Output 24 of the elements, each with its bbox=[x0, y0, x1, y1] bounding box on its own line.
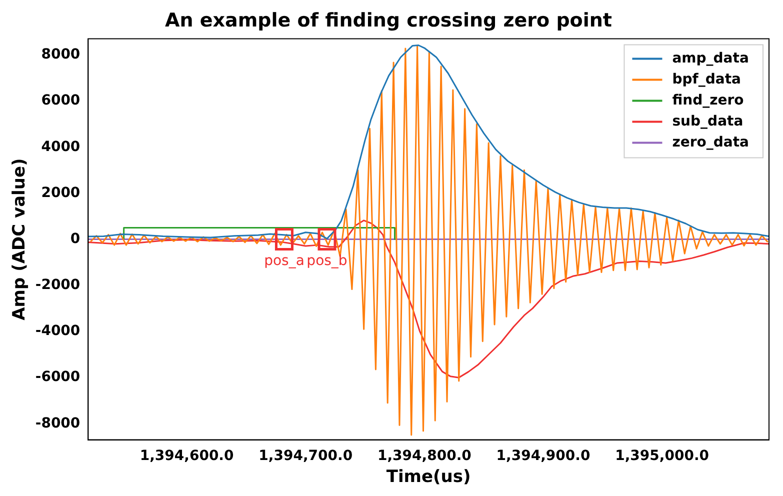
legend-label: sub_data bbox=[672, 113, 744, 130]
chart-title: An example of finding crossing zero point bbox=[165, 9, 612, 32]
y-tick-label: -6000 bbox=[35, 369, 80, 386]
y-tick-label: 0 bbox=[70, 230, 80, 247]
y-tick-label: 6000 bbox=[41, 92, 80, 109]
y-tick-label: 2000 bbox=[41, 184, 80, 201]
x-tick-label: 1,394,600.0 bbox=[140, 448, 234, 464]
x-axis-title: Time(us) bbox=[386, 467, 471, 488]
annotation: pos_a bbox=[264, 252, 304, 269]
x-tick-label: 1,394,800.0 bbox=[377, 448, 472, 464]
x-tick-label: 1,394,900.0 bbox=[496, 448, 590, 464]
y-axis-title: Amp (ADC value) bbox=[10, 158, 30, 320]
legend-label: amp_data bbox=[672, 50, 749, 66]
y-tick-label: -8000 bbox=[35, 415, 80, 432]
legend-label: find_zero bbox=[672, 92, 744, 108]
annotation: pos_b bbox=[306, 252, 348, 269]
y-tick-label: -2000 bbox=[35, 277, 80, 294]
x-tick-label: 1,394,700.0 bbox=[258, 448, 353, 464]
x-tick-label: 1,395,000.0 bbox=[615, 448, 710, 464]
y-tick-label: -4000 bbox=[35, 323, 80, 340]
y-tick-label: 4000 bbox=[41, 138, 80, 155]
legend-label: bpf_data bbox=[672, 71, 741, 88]
legend-label: zero_data bbox=[672, 134, 750, 150]
y-tick-label: 8000 bbox=[41, 46, 80, 63]
